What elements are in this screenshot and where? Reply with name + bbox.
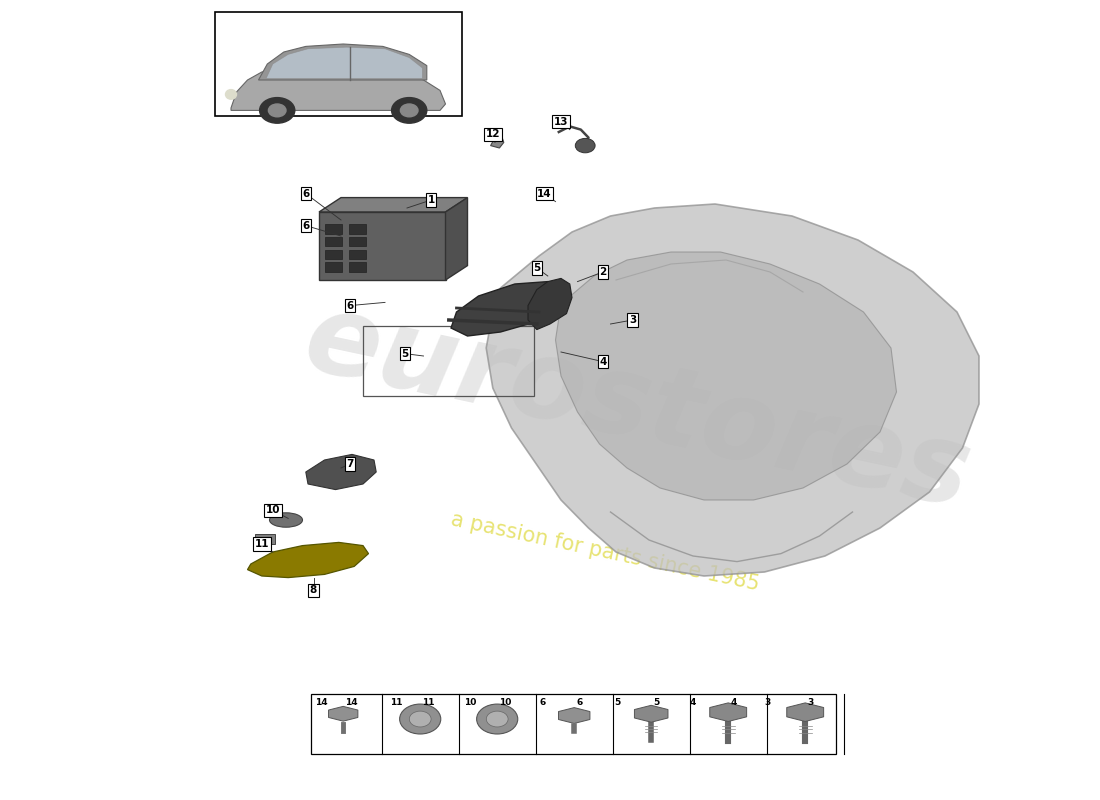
Text: 5: 5 — [534, 263, 540, 273]
Polygon shape — [329, 706, 358, 721]
Bar — [324, 262, 342, 272]
Circle shape — [476, 704, 518, 734]
Circle shape — [392, 98, 427, 123]
Text: 12: 12 — [485, 130, 501, 139]
Bar — [319, 212, 446, 280]
Circle shape — [260, 98, 295, 123]
Bar — [363, 326, 534, 396]
Text: 5: 5 — [615, 698, 620, 706]
Bar — [214, 12, 462, 116]
Polygon shape — [559, 707, 590, 723]
Polygon shape — [248, 542, 368, 578]
Text: 13: 13 — [553, 117, 569, 126]
Text: 3: 3 — [629, 315, 636, 325]
Text: 1: 1 — [428, 195, 435, 205]
Text: a passion for parts since 1985: a passion for parts since 1985 — [449, 510, 761, 594]
Bar — [349, 262, 366, 272]
Bar — [349, 237, 366, 246]
Ellipse shape — [226, 90, 236, 99]
Text: 3: 3 — [764, 698, 771, 706]
Text: 14: 14 — [345, 698, 358, 707]
Text: 10: 10 — [265, 506, 280, 515]
Text: 14: 14 — [537, 189, 552, 198]
Circle shape — [575, 138, 595, 153]
Polygon shape — [446, 198, 468, 280]
Circle shape — [400, 104, 418, 117]
Text: 5: 5 — [402, 349, 408, 358]
Polygon shape — [786, 703, 824, 722]
Ellipse shape — [270, 513, 302, 527]
Text: 5: 5 — [653, 698, 660, 707]
Text: 8: 8 — [310, 586, 317, 595]
Bar — [349, 250, 366, 259]
Polygon shape — [258, 44, 427, 80]
Text: 10: 10 — [499, 698, 512, 707]
Bar — [311, 694, 836, 754]
Polygon shape — [635, 706, 668, 722]
Text: 6: 6 — [302, 221, 309, 230]
Text: 6: 6 — [302, 189, 309, 198]
Text: 4: 4 — [690, 698, 696, 706]
Polygon shape — [491, 136, 504, 148]
Bar — [324, 250, 342, 259]
Text: 3: 3 — [807, 698, 814, 707]
Bar — [324, 237, 342, 246]
Polygon shape — [266, 47, 422, 78]
Polygon shape — [451, 282, 566, 336]
Bar — [255, 534, 275, 544]
Polygon shape — [556, 252, 896, 500]
Polygon shape — [306, 454, 376, 490]
Text: 14: 14 — [315, 698, 327, 706]
Polygon shape — [486, 204, 979, 576]
Polygon shape — [528, 278, 572, 330]
Text: 6: 6 — [539, 698, 546, 706]
Circle shape — [486, 711, 508, 727]
Text: 11: 11 — [254, 539, 270, 549]
Text: 10: 10 — [464, 698, 477, 706]
Polygon shape — [319, 198, 468, 212]
Polygon shape — [231, 66, 446, 110]
Circle shape — [409, 711, 431, 727]
Text: eurostores: eurostores — [296, 286, 980, 530]
Circle shape — [268, 104, 286, 117]
Text: 4: 4 — [730, 698, 737, 707]
Circle shape — [399, 704, 441, 734]
Text: 2: 2 — [600, 267, 606, 277]
Text: 7: 7 — [346, 459, 353, 469]
Text: 4: 4 — [600, 357, 606, 366]
Text: 6: 6 — [576, 698, 583, 707]
Text: 6: 6 — [346, 301, 353, 310]
Bar — [349, 224, 366, 234]
Bar — [324, 224, 342, 234]
Text: 11: 11 — [422, 698, 435, 707]
Polygon shape — [710, 703, 747, 722]
Text: 11: 11 — [389, 698, 403, 706]
